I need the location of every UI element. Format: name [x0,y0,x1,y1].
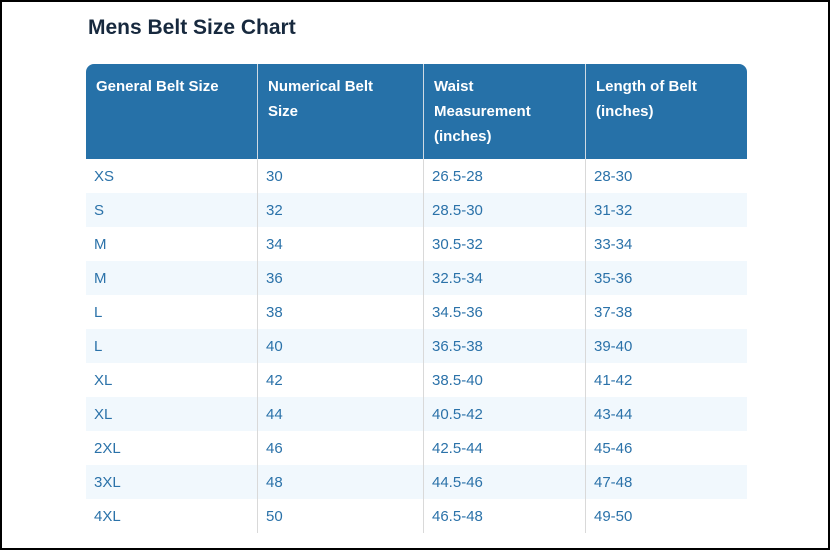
cell-waist-measurement: 40.5-42 [423,397,585,431]
cell-general-size: 2XL [94,439,121,457]
cell-belt-length: 28-30 [585,159,747,193]
cell-general-size: 3XL [94,473,121,491]
table-row: XL 44 40.5-42 43-44 [86,397,747,431]
cell-numerical-size: 34 [257,227,423,261]
col-header-general-belt-size: General Belt Size [86,64,257,159]
page-title: Mens Belt Size Chart [88,16,296,39]
table-row: L 40 36.5-38 39-40 [86,329,747,363]
cell-belt-length: 37-38 [585,295,747,329]
cell-waist-measurement: 44.5-46 [423,465,585,499]
table-row: XS 30 26.5-28 28-30 [86,159,747,193]
table-row: M 36 32.5-34 35-36 [86,261,747,295]
cell-numerical-size: 42 [257,363,423,397]
cell-general-size: XL [94,405,113,423]
cell-waist-measurement: 30.5-32 [423,227,585,261]
cell-numerical-size: 46 [257,431,423,465]
cell-waist-measurement: 32.5-34 [423,261,585,295]
col-header-waist-measurement: Waist Measurement (inches) [423,64,585,159]
table-row: 4XL 50 46.5-48 49-50 [86,499,747,533]
cell-numerical-size: 32 [257,193,423,227]
cell-numerical-size: 38 [257,295,423,329]
cell-belt-length: 47-48 [585,465,747,499]
cell-belt-length: 43-44 [585,397,747,431]
table-header-row: General Belt Size Numerical Belt Size Wa… [86,64,747,159]
cell-general-size: L [94,337,103,355]
table-row: 2XL 46 42.5-44 45-46 [86,431,747,465]
cell-waist-measurement: 34.5-36 [423,295,585,329]
cell-belt-length: 39-40 [585,329,747,363]
table-header: General Belt Size Numerical Belt Size Wa… [86,64,747,159]
cell-numerical-size: 48 [257,465,423,499]
cell-general-size: M [94,235,107,253]
cell-waist-measurement: 46.5-48 [423,499,585,533]
cell-waist-measurement: 26.5-28 [423,159,585,193]
col-header-numerical-belt-size: Numerical Belt Size [257,64,423,159]
table-row: M 34 30.5-32 33-34 [86,227,747,261]
cell-numerical-size: 36 [257,261,423,295]
table-body: XS 30 26.5-28 28-30 S 32 28.5-30 31-32 M… [86,159,747,533]
cell-general-size: S [94,201,105,219]
cell-general-size: XS [94,167,115,185]
belt-size-table: General Belt Size Numerical Belt Size Wa… [86,64,747,533]
table-row: 3XL 48 44.5-46 47-48 [86,465,747,499]
cell-belt-length: 35-36 [585,261,747,295]
table-row: XL 42 38.5-40 41-42 [86,363,747,397]
cell-waist-measurement: 42.5-44 [423,431,585,465]
cell-belt-length: 33-34 [585,227,747,261]
cell-numerical-size: 44 [257,397,423,431]
cell-general-size: M [94,269,107,287]
cell-numerical-size: 30 [257,159,423,193]
table-row: L 38 34.5-36 37-38 [86,295,747,329]
cell-waist-measurement: 36.5-38 [423,329,585,363]
cell-waist-measurement: 28.5-30 [423,193,585,227]
table-row: S 32 28.5-30 31-32 [86,193,747,227]
cell-belt-length: 45-46 [585,431,747,465]
cell-general-size: L [94,303,103,321]
cell-belt-length: 31-32 [585,193,747,227]
col-header-length-of-belt: Length of Belt (inches) [585,64,747,159]
cell-waist-measurement: 38.5-40 [423,363,585,397]
cell-general-size: 4XL [94,507,121,525]
cell-general-size: XL [94,371,113,389]
cell-numerical-size: 50 [257,499,423,533]
cell-belt-length: 49-50 [585,499,747,533]
cell-numerical-size: 40 [257,329,423,363]
cell-belt-length: 41-42 [585,363,747,397]
